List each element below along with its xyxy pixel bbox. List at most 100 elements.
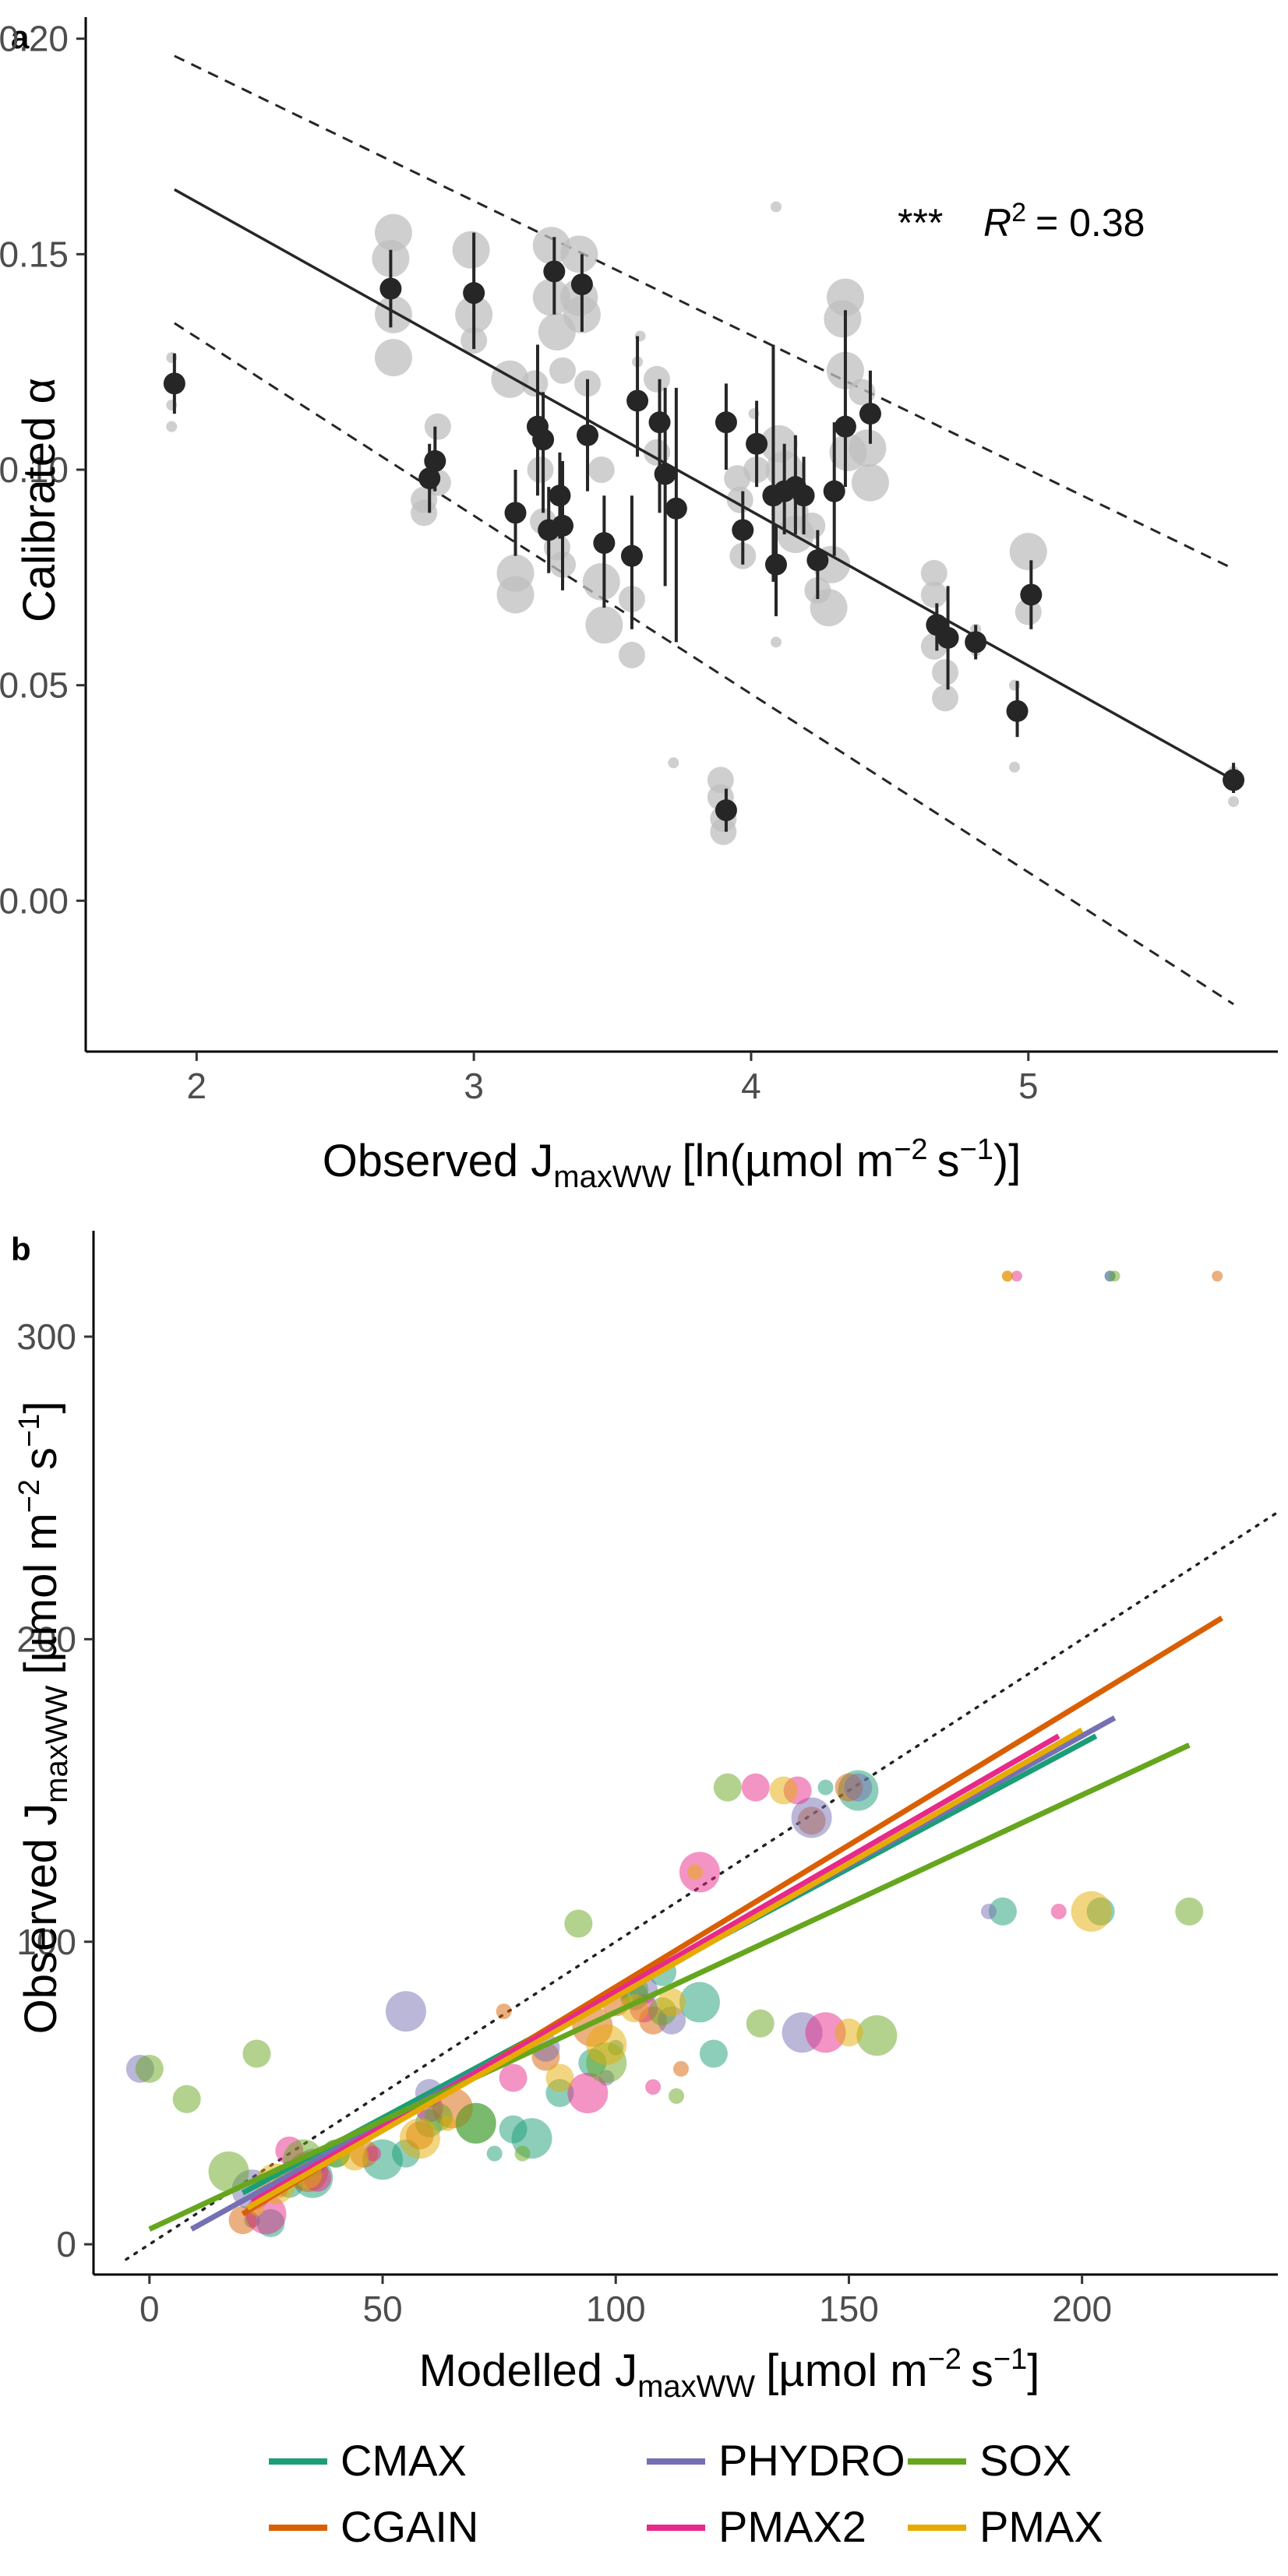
model-point-pmax2 xyxy=(365,2145,382,2162)
legend: CMAX PHYDRO SOX CGAIN PMAX2 PMAX xyxy=(269,2436,1103,2551)
mean-point xyxy=(1006,700,1029,722)
x-title-a-exp2: −1 xyxy=(960,1133,993,1166)
r-letter: R xyxy=(983,201,1011,245)
r2-value: = 0.38 xyxy=(1036,201,1145,245)
replicate-point xyxy=(560,235,598,273)
legend-label-sox: SOX xyxy=(979,2436,1071,2485)
mean-point xyxy=(504,502,527,524)
replicate-point xyxy=(166,421,178,432)
y-title-b-mid: s xyxy=(16,1447,66,1470)
replicate-point xyxy=(932,685,959,712)
replicate-point xyxy=(496,576,535,614)
mean-point xyxy=(549,485,571,507)
legend-label-pmax: PMAX xyxy=(979,2502,1103,2551)
x-axis-title-b: Modelled JmaxWW [µmol m−2 s−1] xyxy=(419,2343,1040,2404)
x-title-a-sub: maxWW xyxy=(553,1160,671,1194)
fit-line-pmax xyxy=(245,1727,1084,2211)
model-point-sox xyxy=(746,2009,775,2038)
model-point-sox xyxy=(135,2054,164,2083)
y-tick-label-a: 0.20 xyxy=(0,19,69,59)
model-point-pmax xyxy=(686,1864,703,1880)
significance-stars: *** xyxy=(898,201,943,245)
x-title-b-exp2: −1 xyxy=(993,2343,1027,2376)
mean-point xyxy=(1223,769,1245,791)
mean-point xyxy=(463,282,485,305)
legend-label-phydro: PHYDRO xyxy=(718,2436,905,2485)
panel-a-tag: a xyxy=(11,19,30,55)
mean-point xyxy=(577,424,599,446)
replicate-point xyxy=(521,370,549,397)
x-title-b-rest: [µmol m xyxy=(766,2345,927,2396)
model-point-cmax xyxy=(679,1982,720,2023)
model-point-sox xyxy=(564,1909,593,1938)
mean-point xyxy=(834,415,856,438)
mean-point xyxy=(806,549,829,572)
mean-point xyxy=(424,449,446,472)
y-tick-label-a: 0.05 xyxy=(0,665,69,706)
replicate-point xyxy=(527,456,554,483)
x-title-a-main: Observed J xyxy=(323,1136,554,1186)
y-axis-title-b: Observed JmaxWW [µmol m−2 s−1] xyxy=(13,1401,74,2035)
x-tick-label-a: 4 xyxy=(741,1066,761,1106)
model-point-pmax2 xyxy=(499,2063,528,2092)
model-point-phydro xyxy=(791,1797,832,1838)
model-point-cmax xyxy=(988,1897,1017,1926)
mean-point xyxy=(715,799,737,822)
prediction-band-lower xyxy=(174,322,1234,1006)
replicate-point xyxy=(374,339,412,377)
replicate-points xyxy=(166,201,1240,845)
x-title-a-exp1: −2 xyxy=(894,1133,927,1166)
y-tick-label-b: 0 xyxy=(56,2224,76,2264)
model-fit-lines xyxy=(148,1616,1224,2232)
model-point-sox xyxy=(208,2151,249,2192)
model-point-pmax2 xyxy=(645,2079,662,2095)
replicate-point xyxy=(851,463,889,502)
replicate-point xyxy=(1009,533,1047,571)
y-title-b-sub: maxWW xyxy=(40,1686,74,1803)
model-point-pmax2 xyxy=(741,1773,770,1802)
mean-points xyxy=(163,232,1245,832)
prediction-band xyxy=(174,55,1234,1006)
y-tick-label-b: 200 xyxy=(16,1619,76,1659)
mean-point xyxy=(823,480,845,502)
x-tick-label-b: 200 xyxy=(1052,2289,1112,2329)
model-point-pmax2 xyxy=(1050,1903,1067,1919)
model-point-sox xyxy=(242,2039,271,2068)
mean-point xyxy=(715,411,737,434)
axes-b xyxy=(92,1231,1278,2276)
mean-point xyxy=(379,277,402,300)
x-tick-label-a: 3 xyxy=(464,1066,484,1106)
y-title-b-end: ] xyxy=(16,1401,66,1414)
r-sup: 2 xyxy=(1011,198,1026,227)
model-point-cgain xyxy=(673,2060,690,2077)
y-tick-label-a: 0.00 xyxy=(0,880,69,921)
model-point-sox xyxy=(669,2088,685,2104)
mean-point xyxy=(593,532,616,555)
r-squared-label: R2 = 0.38 xyxy=(983,198,1145,245)
legend-label-pmax2: PMAX2 xyxy=(718,2502,866,2551)
mean-point xyxy=(626,389,649,412)
model-point-cmax xyxy=(486,2145,503,2162)
replicate-point xyxy=(849,429,887,467)
model-point-pmax xyxy=(1071,1891,1112,1932)
x-title-b-main: Modelled J xyxy=(419,2345,637,2396)
mean-point xyxy=(965,631,987,654)
replicate-point xyxy=(1228,796,1240,808)
one-to-one-line xyxy=(125,1510,1279,2261)
mean-point xyxy=(746,432,768,455)
y-tick-label-b: 300 xyxy=(16,1316,76,1357)
model-point-pmax2 xyxy=(1011,1270,1022,1282)
model-point-pmax xyxy=(586,2024,627,2065)
x-axis-title-a: Observed JmaxWW [ln(µmol m−2 s−1)] xyxy=(323,1133,1022,1194)
replicate-point xyxy=(1008,761,1020,773)
regression-line xyxy=(174,188,1234,781)
x-title-b-end: ] xyxy=(1027,2345,1039,2396)
replicate-point xyxy=(932,659,959,686)
model-point-phydro xyxy=(980,1903,997,1919)
x-tick-label-b: 50 xyxy=(362,2289,402,2329)
y-title-b-exp2: −1 xyxy=(13,1414,46,1447)
replicate-point xyxy=(770,636,782,648)
model-point-cgain xyxy=(496,2003,512,2020)
replicate-point xyxy=(920,581,947,608)
